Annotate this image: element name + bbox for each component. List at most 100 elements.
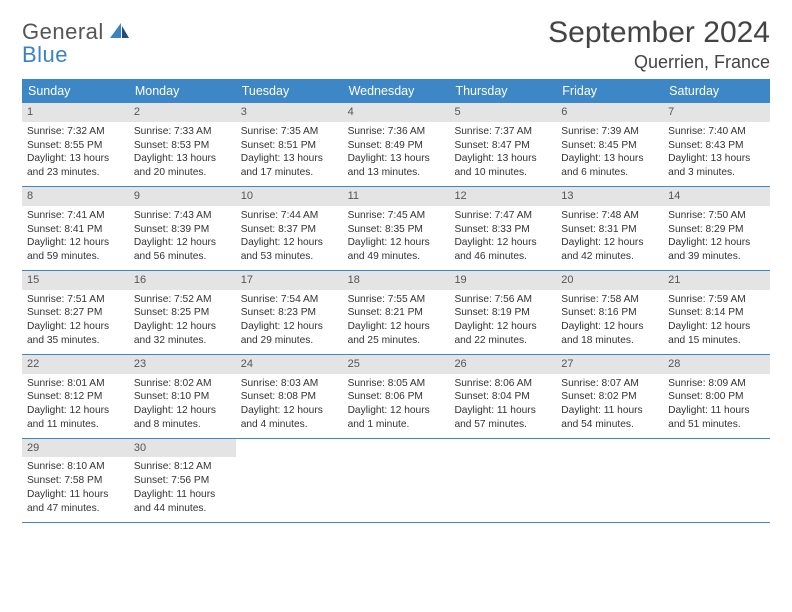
- day-body: Sunrise: 7:51 AMSunset: 8:27 PMDaylight:…: [22, 290, 129, 354]
- day-cell: 19Sunrise: 7:56 AMSunset: 8:19 PMDayligh…: [449, 271, 556, 354]
- day-cell: 6Sunrise: 7:39 AMSunset: 8:45 PMDaylight…: [556, 103, 663, 186]
- week-row: 15Sunrise: 7:51 AMSunset: 8:27 PMDayligh…: [22, 271, 770, 355]
- sunrise-line: Sunrise: 7:56 AM: [454, 293, 551, 307]
- daylight-line: Daylight: 12 hours and 53 minutes.: [241, 236, 338, 264]
- day-number: 25: [343, 355, 450, 374]
- daylight-line: Daylight: 12 hours and 4 minutes.: [241, 404, 338, 432]
- weekday-header: Thursday: [449, 79, 556, 103]
- sunrise-line: Sunrise: 7:45 AM: [348, 209, 445, 223]
- day-body: Sunrise: 8:02 AMSunset: 8:10 PMDaylight:…: [129, 374, 236, 438]
- sunset-line: Sunset: 8:53 PM: [134, 139, 231, 153]
- day-body: Sunrise: 8:01 AMSunset: 8:12 PMDaylight:…: [22, 374, 129, 438]
- daylight-line: Daylight: 13 hours and 23 minutes.: [27, 152, 124, 180]
- day-cell: 9Sunrise: 7:43 AMSunset: 8:39 PMDaylight…: [129, 187, 236, 270]
- day-number: 9: [129, 187, 236, 206]
- sunrise-line: Sunrise: 8:12 AM: [134, 460, 231, 474]
- daylight-line: Daylight: 12 hours and 11 minutes.: [27, 404, 124, 432]
- daylight-line: Daylight: 11 hours and 47 minutes.: [27, 488, 124, 516]
- day-body: Sunrise: 7:44 AMSunset: 8:37 PMDaylight:…: [236, 206, 343, 270]
- logo-sail-icon: [110, 19, 130, 44]
- daylight-line: Daylight: 11 hours and 51 minutes.: [668, 404, 765, 432]
- day-number: 10: [236, 187, 343, 206]
- weekday-header: Sunday: [22, 79, 129, 103]
- day-body: Sunrise: 7:35 AMSunset: 8:51 PMDaylight:…: [236, 122, 343, 186]
- day-number: 4: [343, 103, 450, 122]
- daylight-line: Daylight: 12 hours and 1 minute.: [348, 404, 445, 432]
- day-body: Sunrise: 7:33 AMSunset: 8:53 PMDaylight:…: [129, 122, 236, 186]
- daylight-line: Daylight: 12 hours and 25 minutes.: [348, 320, 445, 348]
- sunset-line: Sunset: 8:16 PM: [561, 306, 658, 320]
- day-cell: 18Sunrise: 7:55 AMSunset: 8:21 PMDayligh…: [343, 271, 450, 354]
- sunset-line: Sunset: 8:14 PM: [668, 306, 765, 320]
- week-row: 22Sunrise: 8:01 AMSunset: 8:12 PMDayligh…: [22, 355, 770, 439]
- sunrise-line: Sunrise: 7:32 AM: [27, 125, 124, 139]
- sunset-line: Sunset: 8:47 PM: [454, 139, 551, 153]
- title-block: September 2024 Querrien, France: [548, 16, 770, 73]
- weekday-header: Wednesday: [343, 79, 450, 103]
- day-body: Sunrise: 8:07 AMSunset: 8:02 PMDaylight:…: [556, 374, 663, 438]
- sunset-line: Sunset: 8:10 PM: [134, 390, 231, 404]
- sunset-line: Sunset: 8:12 PM: [27, 390, 124, 404]
- day-number: 21: [663, 271, 770, 290]
- day-number: 12: [449, 187, 556, 206]
- day-number: 8: [22, 187, 129, 206]
- day-number: 7: [663, 103, 770, 122]
- location: Querrien, France: [548, 52, 770, 73]
- day-number: 27: [556, 355, 663, 374]
- sunrise-line: Sunrise: 7:54 AM: [241, 293, 338, 307]
- day-cell: 25Sunrise: 8:05 AMSunset: 8:06 PMDayligh…: [343, 355, 450, 438]
- sunrise-line: Sunrise: 7:52 AM: [134, 293, 231, 307]
- weekday-header: Saturday: [663, 79, 770, 103]
- day-number: 19: [449, 271, 556, 290]
- sunrise-line: Sunrise: 8:03 AM: [241, 377, 338, 391]
- day-number: 3: [236, 103, 343, 122]
- sunrise-line: Sunrise: 7:50 AM: [668, 209, 765, 223]
- day-cell: 24Sunrise: 8:03 AMSunset: 8:08 PMDayligh…: [236, 355, 343, 438]
- sunrise-line: Sunrise: 7:35 AM: [241, 125, 338, 139]
- day-cell: 26Sunrise: 8:06 AMSunset: 8:04 PMDayligh…: [449, 355, 556, 438]
- week-row: 1Sunrise: 7:32 AMSunset: 8:55 PMDaylight…: [22, 103, 770, 187]
- day-number: 23: [129, 355, 236, 374]
- day-body: Sunrise: 7:41 AMSunset: 8:41 PMDaylight:…: [22, 206, 129, 270]
- daylight-line: Daylight: 12 hours and 29 minutes.: [241, 320, 338, 348]
- day-cell: 3Sunrise: 7:35 AMSunset: 8:51 PMDaylight…: [236, 103, 343, 186]
- daylight-line: Daylight: 12 hours and 15 minutes.: [668, 320, 765, 348]
- day-body: Sunrise: 7:56 AMSunset: 8:19 PMDaylight:…: [449, 290, 556, 354]
- week-row: 29Sunrise: 8:10 AMSunset: 7:58 PMDayligh…: [22, 439, 770, 523]
- logo-line1: General: [22, 19, 104, 44]
- sunset-line: Sunset: 8:25 PM: [134, 306, 231, 320]
- daylight-line: Daylight: 13 hours and 20 minutes.: [134, 152, 231, 180]
- day-body: Sunrise: 7:59 AMSunset: 8:14 PMDaylight:…: [663, 290, 770, 354]
- day-number: 5: [449, 103, 556, 122]
- day-body: Sunrise: 7:55 AMSunset: 8:21 PMDaylight:…: [343, 290, 450, 354]
- day-cell: 11Sunrise: 7:45 AMSunset: 8:35 PMDayligh…: [343, 187, 450, 270]
- daylight-line: Daylight: 13 hours and 17 minutes.: [241, 152, 338, 180]
- day-cell: 15Sunrise: 7:51 AMSunset: 8:27 PMDayligh…: [22, 271, 129, 354]
- weekday-header: Friday: [556, 79, 663, 103]
- day-body: Sunrise: 7:36 AMSunset: 8:49 PMDaylight:…: [343, 122, 450, 186]
- daylight-line: Daylight: 12 hours and 32 minutes.: [134, 320, 231, 348]
- day-number: 17: [236, 271, 343, 290]
- logo: General Blue: [22, 20, 130, 66]
- empty-day-cell: [343, 439, 450, 522]
- empty-day-cell: [449, 439, 556, 522]
- daylight-line: Daylight: 11 hours and 54 minutes.: [561, 404, 658, 432]
- sunset-line: Sunset: 8:04 PM: [454, 390, 551, 404]
- day-cell: 1Sunrise: 7:32 AMSunset: 8:55 PMDaylight…: [22, 103, 129, 186]
- daylight-line: Daylight: 12 hours and 59 minutes.: [27, 236, 124, 264]
- sunset-line: Sunset: 8:21 PM: [348, 306, 445, 320]
- day-body: Sunrise: 7:39 AMSunset: 8:45 PMDaylight:…: [556, 122, 663, 186]
- day-cell: 13Sunrise: 7:48 AMSunset: 8:31 PMDayligh…: [556, 187, 663, 270]
- sunrise-line: Sunrise: 8:01 AM: [27, 377, 124, 391]
- weekday-header: Tuesday: [236, 79, 343, 103]
- header: General Blue September 2024 Querrien, Fr…: [22, 16, 770, 73]
- sunrise-line: Sunrise: 7:59 AM: [668, 293, 765, 307]
- sunrise-line: Sunrise: 8:05 AM: [348, 377, 445, 391]
- day-body: Sunrise: 7:37 AMSunset: 8:47 PMDaylight:…: [449, 122, 556, 186]
- day-body: Sunrise: 8:12 AMSunset: 7:56 PMDaylight:…: [129, 457, 236, 521]
- sunset-line: Sunset: 8:33 PM: [454, 223, 551, 237]
- day-body: Sunrise: 8:10 AMSunset: 7:58 PMDaylight:…: [22, 457, 129, 521]
- sunset-line: Sunset: 8:39 PM: [134, 223, 231, 237]
- weekday-header: Monday: [129, 79, 236, 103]
- sunset-line: Sunset: 8:29 PM: [668, 223, 765, 237]
